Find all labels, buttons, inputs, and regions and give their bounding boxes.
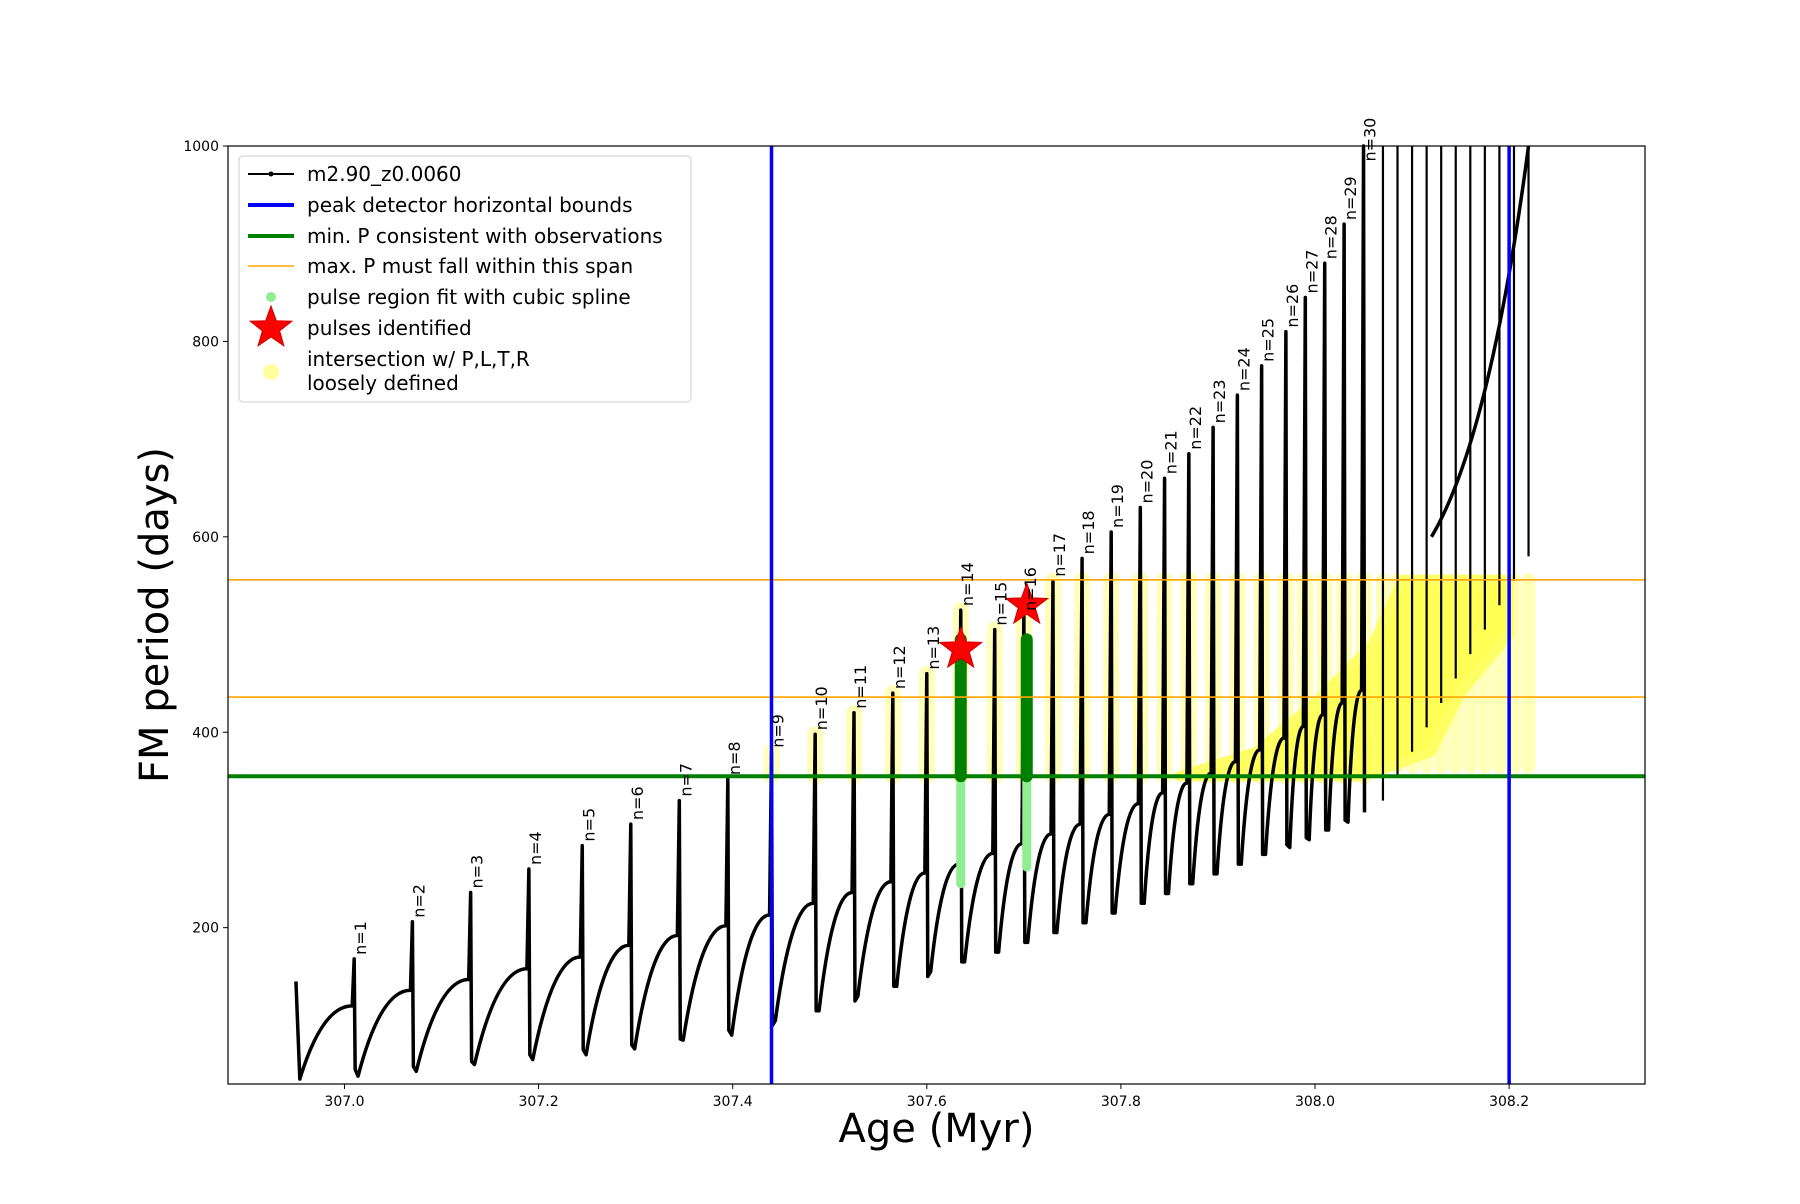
x-axis-ticks: 307.0 307.2 307.4 307.6 307.8 308.0 308.2 <box>324 1084 1529 1110</box>
pulse-labels: n=1 n=2 n=3 n=4 n=5 n=6 n=7 n=8 n=9 n=10 n=11 n=12 n… <box>351 118 1379 955</box>
track-line <box>294 144 1367 1081</box>
legend-label: pulse region fit with cubic spline <box>307 285 631 309</box>
y-axis-label: FM period (days) <box>132 447 178 783</box>
y-tick-label: 600 <box>192 530 219 546</box>
pulse-label: n=24 <box>1234 347 1253 391</box>
y-tick-label: 1000 <box>183 139 219 155</box>
x-tick-label: 308.2 <box>1489 1094 1529 1110</box>
pulse-label: n=19 <box>1108 484 1127 528</box>
x-axis-label: Age (Myr) <box>839 1106 1035 1152</box>
pulse-label: n=15 <box>992 582 1011 626</box>
identified-pulses <box>938 581 1050 669</box>
legend-symbol <box>266 292 276 302</box>
pulse-label: n=18 <box>1079 510 1098 554</box>
evolution-track <box>294 144 1531 1081</box>
pulse-label: n=3 <box>468 855 487 889</box>
legend-label: pulses identified <box>307 316 472 340</box>
pulse-label: n=16 <box>1021 567 1040 611</box>
x-tick-label: 307.6 <box>907 1094 947 1110</box>
pulse-fit-regions <box>954 633 1033 889</box>
legend-label: max. P must fall within this span <box>307 254 633 278</box>
late-spikes <box>1381 146 1530 801</box>
legend-symbol <box>248 304 294 347</box>
pulse-label: n=7 <box>676 763 695 797</box>
pulse-star <box>938 625 984 669</box>
legend-label: intersection w/ P,L,T,R <box>307 347 530 371</box>
pulse-label: n=22 <box>1186 406 1205 450</box>
pulse-label: n=12 <box>890 645 909 689</box>
intersection-highlights <box>763 571 1536 785</box>
pulse-label: n=11 <box>851 665 870 709</box>
x-tick-label: 307.4 <box>713 1094 753 1110</box>
pulse-label: n=5 <box>579 808 598 842</box>
legend-symbol <box>263 364 279 380</box>
y-tick-label: 200 <box>192 921 219 937</box>
legend-label: m2.90_z0.0060 <box>307 162 462 186</box>
pulse-star <box>1004 581 1050 625</box>
legend-label: min. P consistent with observations <box>307 224 663 248</box>
pulse-label: n=1 <box>351 921 370 955</box>
pulse-label: n=9 <box>769 714 788 748</box>
legend-box <box>238 155 692 403</box>
pulse-label: n=23 <box>1210 379 1229 423</box>
pulse-label: n=30 <box>1361 118 1380 162</box>
pulse-label: n=6 <box>628 786 647 820</box>
pulse-label: n=13 <box>924 626 943 670</box>
pulse-label: n=26 <box>1283 284 1302 328</box>
plot-frame <box>227 145 1646 1085</box>
track-tail <box>1429 145 1531 538</box>
pulse-label: n=8 <box>725 741 744 775</box>
pulse-label: n=25 <box>1259 318 1278 362</box>
y-tick-label: 800 <box>192 334 219 350</box>
pulse-label: n=28 <box>1322 215 1341 259</box>
pulse-label: n=4 <box>526 831 545 865</box>
x-tick-label: 307.8 <box>1101 1094 1141 1110</box>
y-tick-label: 400 <box>192 725 219 741</box>
legend-label: peak detector horizontal bounds <box>307 193 633 217</box>
pulse-label: n=29 <box>1341 176 1360 220</box>
y-axis-ticks: 200 400 600 800 1000 <box>183 139 228 937</box>
legend-symbol-dot <box>268 171 274 177</box>
x-tick-label: 307.0 <box>324 1094 364 1110</box>
pulse-label: n=17 <box>1050 533 1069 577</box>
pulse-label: n=20 <box>1137 460 1156 504</box>
pulse-label: n=2 <box>409 884 428 918</box>
x-tick-label: 307.2 <box>519 1094 559 1110</box>
pulse-label: n=10 <box>812 686 831 730</box>
pulse-label: n=21 <box>1162 430 1181 474</box>
legend-label: loosely defined <box>307 371 459 395</box>
x-tick-label: 308.0 <box>1295 1094 1335 1110</box>
pulse-label: n=14 <box>958 562 977 606</box>
period-lines <box>228 579 1645 779</box>
pulse-label: n=27 <box>1302 250 1321 294</box>
peak-bounds-lines <box>769 146 1511 1084</box>
